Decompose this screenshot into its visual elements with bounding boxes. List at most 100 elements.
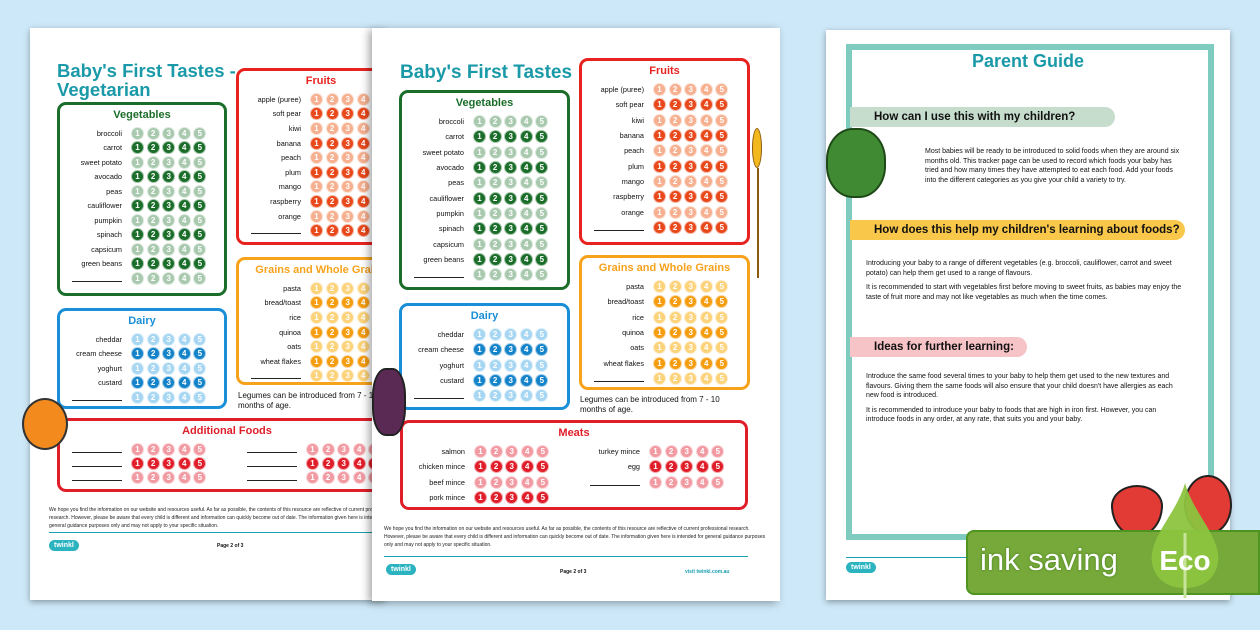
tally-circle-1[interactable]: 1 [131, 228, 144, 242]
tally-circle-3[interactable]: 3 [505, 460, 519, 474]
tally-circle-5[interactable]: 5 [715, 190, 729, 204]
tally-circle-5[interactable]: 5 [715, 310, 729, 324]
tally-circle-4[interactable]: 4 [519, 115, 533, 129]
tally-circle-2[interactable]: 2 [488, 252, 502, 266]
tally-circle-2[interactable]: 2 [146, 271, 160, 285]
tally-circle-2[interactable]: 2 [146, 228, 160, 242]
tally-circle-3[interactable]: 3 [162, 199, 176, 213]
tally-circle-4[interactable]: 4 [177, 376, 191, 390]
tally-circle-3[interactable]: 3 [341, 354, 355, 368]
tally-circle-5[interactable]: 5 [715, 371, 729, 385]
tally-circle-1[interactable]: 1 [473, 374, 486, 388]
tally-circle-3[interactable]: 3 [684, 310, 698, 324]
tally-circle-1[interactable]: 1 [473, 191, 486, 205]
tally-circle-4[interactable]: 4 [177, 141, 191, 155]
tally-circle-5[interactable]: 5 [715, 129, 729, 143]
tally-circle-1[interactable]: 1 [131, 199, 144, 213]
tally-circle-2[interactable]: 2 [489, 475, 503, 489]
tally-circle-4[interactable]: 4 [519, 145, 533, 159]
tally-circle-1[interactable]: 1 [653, 326, 666, 340]
tally-circle-5[interactable]: 5 [193, 257, 207, 271]
tally-circle-1[interactable]: 1 [473, 222, 486, 236]
tally-circle-4[interactable]: 4 [177, 442, 191, 456]
tally-circle-4[interactable]: 4 [352, 442, 366, 456]
tally-circle-4[interactable]: 4 [699, 356, 713, 370]
blank-food-line[interactable] [590, 484, 640, 486]
tally-circle-2[interactable]: 2 [146, 199, 160, 213]
tally-circle-4[interactable]: 4 [177, 456, 191, 470]
tally-circle-2[interactable]: 2 [489, 491, 503, 505]
tally-circle-2[interactable]: 2 [488, 206, 502, 220]
tally-circle-1[interactable]: 1 [310, 92, 323, 106]
tally-circle-1[interactable]: 1 [653, 295, 666, 309]
tally-circle-3[interactable]: 3 [504, 191, 518, 205]
tally-circle-1[interactable]: 1 [473, 358, 486, 372]
tally-circle-4[interactable]: 4 [520, 491, 534, 505]
tally-circle-1[interactable]: 1 [653, 159, 666, 173]
tally-circle-3[interactable]: 3 [162, 361, 176, 375]
tally-circle-2[interactable]: 2 [488, 343, 502, 357]
tally-circle-1[interactable]: 1 [474, 445, 487, 459]
tally-circle-3[interactable]: 3 [341, 325, 355, 339]
tally-circle-1[interactable]: 1 [473, 161, 486, 175]
tally-circle-1[interactable]: 1 [474, 460, 487, 474]
tally-circle-2[interactable]: 2 [668, 205, 682, 219]
tally-circle-5[interactable]: 5 [193, 155, 207, 169]
tally-circle-1[interactable]: 1 [310, 354, 323, 368]
tally-circle-3[interactable]: 3 [341, 92, 355, 106]
tally-circle-4[interactable]: 4 [519, 191, 533, 205]
tally-circle-2[interactable]: 2 [668, 341, 682, 355]
tally-circle-1[interactable]: 1 [310, 107, 323, 121]
tally-circle-1[interactable]: 1 [473, 343, 486, 357]
tally-circle-4[interactable]: 4 [520, 460, 534, 474]
tally-circle-4[interactable]: 4 [352, 470, 366, 484]
tally-circle-2[interactable]: 2 [668, 190, 682, 204]
tally-circle-3[interactable]: 3 [684, 83, 698, 97]
tally-circle-2[interactable]: 2 [488, 161, 502, 175]
tally-circle-5[interactable]: 5 [535, 374, 549, 388]
tally-circle-5[interactable]: 5 [715, 159, 729, 173]
tally-circle-2[interactable]: 2 [146, 242, 160, 256]
tally-circle-1[interactable]: 1 [310, 209, 323, 223]
tally-circle-3[interactable]: 3 [684, 98, 698, 112]
tally-circle-4[interactable]: 4 [177, 470, 191, 484]
tally-circle-2[interactable]: 2 [668, 326, 682, 340]
tally-circle-2[interactable]: 2 [488, 145, 502, 159]
tally-circle-4[interactable]: 4 [519, 328, 533, 342]
tally-circle-2[interactable]: 2 [146, 126, 160, 140]
tally-circle-1[interactable]: 1 [310, 180, 323, 194]
tally-circle-3[interactable]: 3 [341, 369, 355, 383]
tally-circle-4[interactable]: 4 [177, 361, 191, 375]
tally-circle-1[interactable]: 1 [653, 280, 666, 294]
tally-circle-1[interactable]: 1 [306, 456, 319, 470]
tally-circle-4[interactable]: 4 [699, 159, 713, 173]
tally-circle-5[interactable]: 5 [193, 442, 207, 456]
tally-circle-3[interactable]: 3 [505, 491, 519, 505]
blank-food-line[interactable] [72, 479, 122, 481]
tally-circle-1[interactable]: 1 [310, 281, 323, 295]
tally-circle-1[interactable]: 1 [131, 257, 144, 271]
tally-circle-3[interactable]: 3 [162, 456, 176, 470]
tally-circle-5[interactable]: 5 [715, 280, 729, 294]
tally-circle-2[interactable]: 2 [325, 369, 339, 383]
tally-circle-1[interactable]: 1 [131, 184, 144, 198]
tally-circle-5[interactable]: 5 [536, 491, 550, 505]
tally-circle-1[interactable]: 1 [131, 141, 144, 155]
tally-circle-1[interactable]: 1 [653, 129, 666, 143]
tally-circle-2[interactable]: 2 [146, 257, 160, 271]
tally-circle-3[interactable]: 3 [684, 341, 698, 355]
tally-circle-1[interactable]: 1 [474, 491, 487, 505]
tally-circle-1[interactable]: 1 [653, 98, 666, 112]
tally-circle-4[interactable]: 4 [356, 354, 370, 368]
tally-circle-4[interactable]: 4 [356, 224, 370, 238]
tally-circle-5[interactable]: 5 [535, 252, 549, 266]
tally-circle-2[interactable]: 2 [325, 151, 339, 165]
tally-circle-5[interactable]: 5 [535, 176, 549, 190]
tally-circle-4[interactable]: 4 [699, 280, 713, 294]
tally-circle-1[interactable]: 1 [653, 113, 666, 127]
tally-circle-4[interactable]: 4 [177, 257, 191, 271]
blank-food-line[interactable] [247, 465, 297, 467]
tally-circle-2[interactable]: 2 [146, 390, 160, 404]
blank-food-line[interactable] [72, 451, 122, 453]
tally-circle-2[interactable]: 2 [488, 222, 502, 236]
